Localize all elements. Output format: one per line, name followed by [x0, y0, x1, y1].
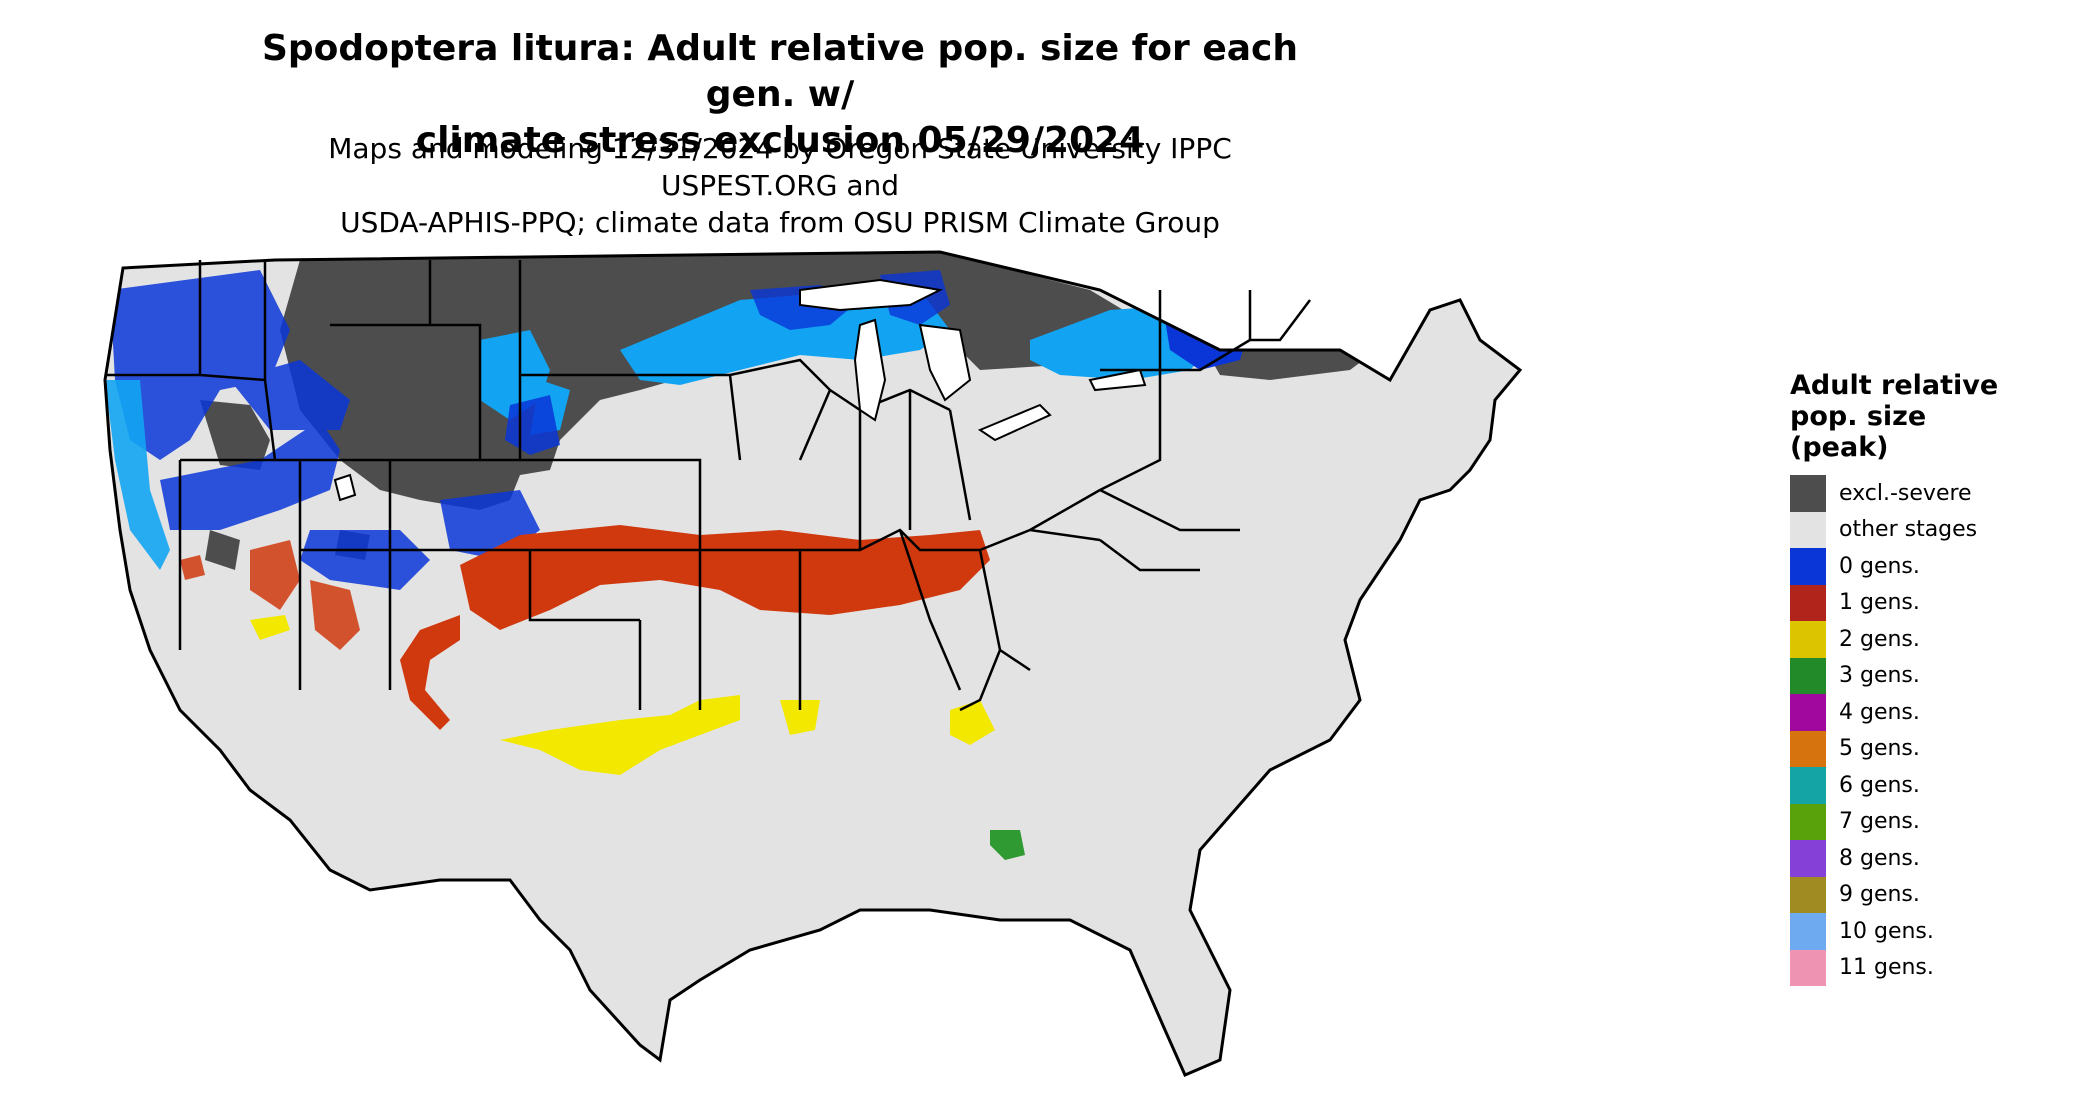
- gen1-west-texas-strip: [400, 615, 460, 730]
- legend-item: 6 gens.: [1790, 767, 1998, 804]
- gen0-western-mountains: [110, 270, 540, 590]
- legend-label: 7 gens.: [1839, 809, 1920, 835]
- legend-title-line: (peak): [1790, 432, 1889, 463]
- legend-title-line: Adult relative: [1790, 370, 1999, 401]
- state-borders: [103, 250, 1523, 1077]
- gen1-desert-patches: [180, 540, 360, 650]
- legend-swatch: [1790, 694, 1826, 731]
- legend-swatch: [1790, 840, 1826, 877]
- map-subtitle-line-2: USDA-APHIS-PPQ; climate data from OSU PR…: [340, 206, 1220, 239]
- gen3-south-florida: [990, 830, 1025, 860]
- legend-label: 9 gens.: [1839, 882, 1920, 908]
- legend-title: Adult relative pop. size (peak): [1790, 370, 1998, 463]
- legend-swatch: [1790, 876, 1826, 913]
- legend-item: 10 gens.: [1790, 913, 1998, 950]
- map-subtitle-line-1: Maps and modeling 12/31/2024 by Oregon S…: [328, 132, 1232, 202]
- legend: Adult relative pop. size (peak) excl.-se…: [1790, 370, 1998, 986]
- legend-swatch: [1790, 949, 1826, 986]
- legend-item: 2 gens.: [1790, 621, 1998, 658]
- legend-label: 3 gens.: [1839, 663, 1920, 689]
- legend-swatch: [1790, 511, 1826, 548]
- legend-label: 0 gens.: [1839, 553, 1920, 579]
- legend-swatch: [1790, 621, 1826, 658]
- legend-swatch: [1790, 730, 1826, 767]
- map-title-line-2: climate stress exclusion 05/29/2024: [415, 120, 1145, 161]
- map-title-line-1: Spodoptera litura: Adult relative pop. s…: [261, 28, 1299, 115]
- map-fill: [105, 252, 1520, 1075]
- legend-label: other stages: [1839, 517, 1978, 543]
- legend-item: 7 gens.: [1790, 803, 1998, 840]
- legend-items: excl.-severe other stages 0 gens. 1 gens. 2 …: [1790, 475, 1998, 986]
- legend-swatch: [1790, 657, 1826, 694]
- lake-ontario: [1088, 368, 1147, 392]
- legend-item: 8 gens.: [1790, 840, 1998, 877]
- lake-michigan: [853, 318, 887, 422]
- legend-swatch: [1790, 767, 1826, 804]
- us-outline: [103, 250, 1523, 1077]
- lakes: [333, 278, 1147, 502]
- gen2-california-desert: [250, 615, 290, 640]
- legend-label: 2 gens.: [1839, 626, 1920, 652]
- legend-item: 5 gens.: [1790, 730, 1998, 767]
- legend-item: 1 gens.: [1790, 584, 1998, 621]
- legend-label: 4 gens.: [1839, 699, 1920, 725]
- legend-label: 11 gens.: [1839, 955, 1934, 981]
- lake-erie: [977, 403, 1052, 442]
- legend-swatch: [1790, 584, 1826, 621]
- interior-borders: [105, 260, 1311, 712]
- legend-label: 1 gens.: [1839, 590, 1920, 616]
- legend-item: 9 gens.: [1790, 876, 1998, 913]
- legend-swatch: [1790, 548, 1826, 585]
- us-map: [103, 250, 1523, 1077]
- legend-item: 0 gens.: [1790, 548, 1998, 585]
- gen2-florida-north: [950, 700, 995, 745]
- lake-huron: [918, 323, 972, 402]
- map-title: Spodoptera litura: Adult relative pop. s…: [250, 26, 1310, 164]
- legend-item: excl.-severe: [1790, 475, 1998, 512]
- excluded-western-patches: [200, 400, 370, 570]
- legend-label: 6 gens.: [1839, 772, 1920, 798]
- legend-label: 10 gens.: [1839, 918, 1934, 944]
- legend-label: 5 gens.: [1839, 736, 1920, 762]
- legend-label: 8 gens.: [1839, 845, 1920, 871]
- legend-item: 4 gens.: [1790, 694, 1998, 731]
- gen2-louisiana-patches: [780, 700, 820, 735]
- map-subtitle: Maps and modeling 12/31/2024 by Oregon S…: [250, 130, 1310, 241]
- gen2-gulf-coast: [500, 695, 740, 775]
- legend-item: 3 gens.: [1790, 657, 1998, 694]
- gen0-cascade-band: [105, 380, 170, 570]
- legend-label: excl.-severe: [1839, 480, 1972, 506]
- legend-swatch: [1790, 803, 1826, 840]
- great-salt-lake: [333, 473, 357, 502]
- gen0-great-lakes-band: [620, 290, 950, 385]
- lake-superior: [799, 278, 944, 312]
- legend-swatch: [1790, 913, 1826, 950]
- legend-item: other stages: [1790, 511, 1998, 548]
- legend-title-line: pop. size: [1790, 401, 1927, 432]
- legend-item: 11 gens.: [1790, 949, 1998, 986]
- legend-swatch: [1790, 475, 1826, 512]
